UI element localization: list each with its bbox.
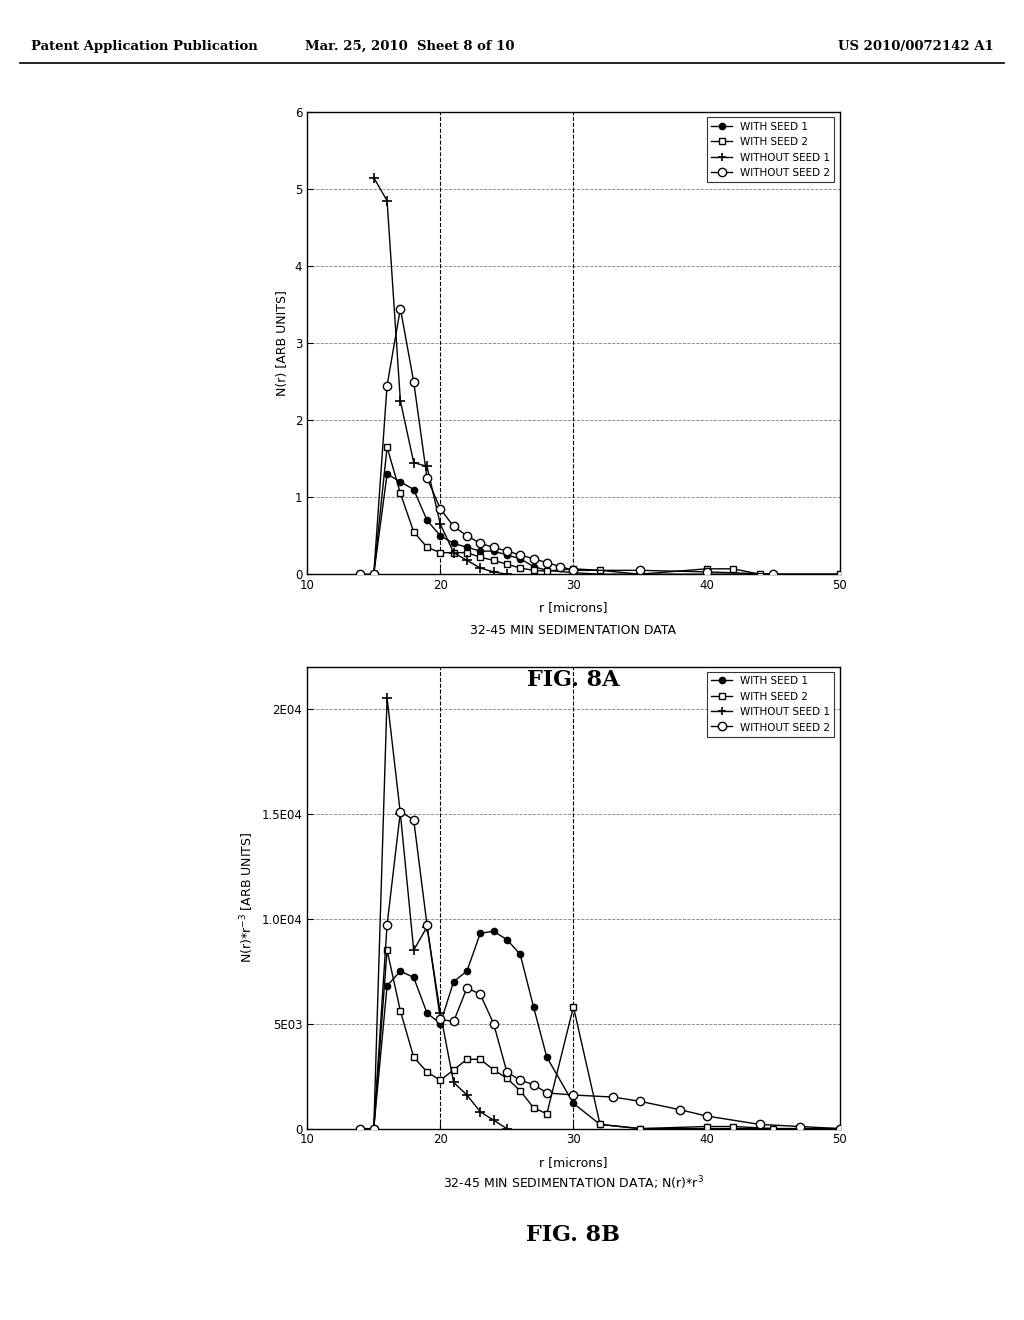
Text: Patent Application Publication: Patent Application Publication xyxy=(31,40,257,53)
Text: r [microns]: r [microns] xyxy=(540,1155,607,1168)
Text: r [microns]: r [microns] xyxy=(540,601,607,614)
Text: 32-45 MIN SEDIMENTATION DATA: 32-45 MIN SEDIMENTATION DATA xyxy=(470,623,677,636)
Text: Mar. 25, 2010  Sheet 8 of 10: Mar. 25, 2010 Sheet 8 of 10 xyxy=(305,40,514,53)
Text: FIG. 8B: FIG. 8B xyxy=(526,1224,621,1246)
Legend: WITH SEED 1, WITH SEED 2, WITHOUT SEED 1, WITHOUT SEED 2: WITH SEED 1, WITH SEED 2, WITHOUT SEED 1… xyxy=(707,672,835,737)
Text: US 2010/0072142 A1: US 2010/0072142 A1 xyxy=(838,40,993,53)
Y-axis label: N(r) [ARB UNITS]: N(r) [ARB UNITS] xyxy=(276,290,290,396)
Legend: WITH SEED 1, WITH SEED 2, WITHOUT SEED 1, WITHOUT SEED 2: WITH SEED 1, WITH SEED 2, WITHOUT SEED 1… xyxy=(707,117,835,182)
Y-axis label: N(r)*r$^{-3}$ [ARB UNITS]: N(r)*r$^{-3}$ [ARB UNITS] xyxy=(239,832,256,964)
Text: FIG. 8A: FIG. 8A xyxy=(527,669,620,692)
Text: 32-45 MIN SEDIMENTATION DATA; N(r)*r$^3$: 32-45 MIN SEDIMENTATION DATA; N(r)*r$^3$ xyxy=(443,1173,703,1192)
